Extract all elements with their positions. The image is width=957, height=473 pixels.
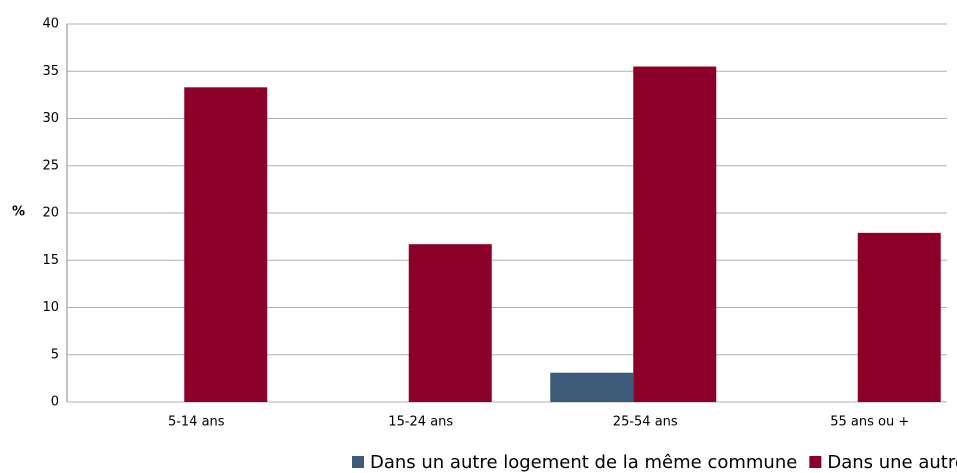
x-tick-label: 15-24 ans <box>388 415 453 430</box>
bar <box>857 232 941 402</box>
bar <box>633 66 717 403</box>
y-tick-label: 0 <box>51 395 59 410</box>
y-tick-label: 40 <box>42 17 59 32</box>
legend-text: Dans un autre logement de la même commun… <box>370 452 797 473</box>
bar <box>408 244 492 402</box>
bar <box>184 87 268 402</box>
x-tick-label: 5-14 ans <box>168 415 225 430</box>
y-tick-label: 30 <box>42 111 59 126</box>
legend-swatch <box>809 456 822 468</box>
x-tick-label: 25-54 ans <box>613 415 678 430</box>
y-tick-label: 10 <box>42 300 59 315</box>
legend-text: Dans une autre commune <box>827 452 957 473</box>
x-tick-label: 55 ans ou + <box>830 415 909 430</box>
y-tick-label: 25 <box>42 158 59 173</box>
y-tick-label: 5 <box>51 347 59 362</box>
y-tick-label: 15 <box>42 253 59 268</box>
bar <box>550 372 634 402</box>
y-tick-label: 35 <box>42 64 59 79</box>
y-tick-label: 20 <box>42 206 59 221</box>
y-axis-label: % <box>12 205 25 220</box>
legend-swatch <box>352 456 364 468</box>
